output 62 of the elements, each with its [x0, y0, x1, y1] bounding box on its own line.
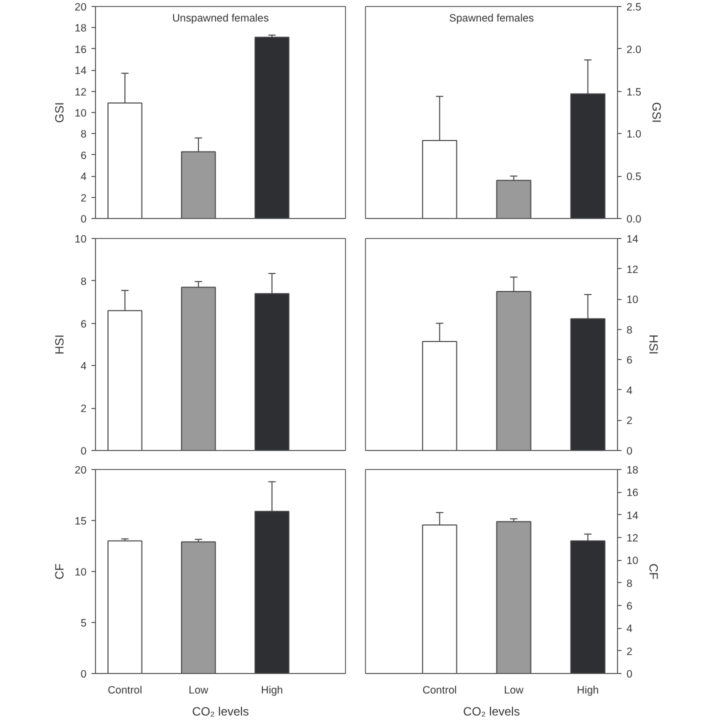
y2-tick-label: 1.5: [626, 86, 642, 98]
y-tick-label: 20: [74, 464, 87, 476]
y2-tick-label: 14: [626, 234, 638, 246]
y2-tick-label: 2: [626, 646, 632, 658]
y-tick-label: 8: [80, 276, 87, 288]
y2-axis-title: GSI: [649, 102, 664, 123]
x-tick-label: Control: [108, 684, 142, 696]
y2-axis-title: HSI: [646, 334, 660, 355]
y-tick-label: 18: [74, 22, 87, 35]
y-tick-label: 10: [74, 566, 87, 578]
x-tick-label: High: [576, 684, 599, 696]
x-tick-label: High: [261, 684, 283, 696]
y-axis-title: CF: [52, 564, 67, 580]
y-tick-label: 16: [74, 44, 87, 56]
y-tick-label: 4: [80, 360, 87, 373]
y2-tick-label: 0: [626, 668, 632, 680]
y2-tick-label: 4: [626, 623, 632, 636]
y-tick-label: 0: [80, 214, 87, 226]
y-axis-title: GSI: [52, 102, 67, 123]
y-tick-label: 5: [80, 618, 87, 630]
y-tick-label: 4: [80, 171, 87, 184]
y2-tick-label: 8: [626, 324, 632, 336]
y2-tick-label: 10: [626, 555, 638, 568]
y-tick-label: 6: [80, 150, 87, 162]
y2-tick-label: 14: [626, 510, 638, 522]
y2-tick-label: 6: [626, 600, 632, 612]
x-tick-label: Low: [188, 684, 209, 696]
y-tick-label: 10: [74, 108, 87, 120]
y-tick-label: 14: [74, 65, 87, 78]
x-tick-label: Low: [504, 684, 524, 696]
y-tick-label: 0: [80, 668, 87, 680]
y2-tick-label: 0.5: [626, 171, 642, 184]
y2-tick-label: 2: [626, 415, 632, 428]
y-tick-label: 0: [80, 446, 87, 458]
y-tick-label: 15: [74, 516, 87, 528]
y-tick-label: 20: [74, 2, 87, 14]
y2-tick-label: 10: [626, 294, 638, 306]
y-tick-label: 6: [80, 318, 87, 330]
x-axis-title: CO₂ levels: [192, 704, 249, 718]
y2-tick-label: 1.0: [626, 128, 642, 141]
y-tick-label: 2: [80, 403, 87, 416]
y2-tick-label: 12: [626, 532, 638, 544]
y-tick-label: 10: [74, 234, 87, 246]
y2-tick-label: 18: [626, 464, 638, 476]
y2-tick-label: 12: [626, 264, 638, 276]
y2-tick-label: 4: [626, 384, 632, 397]
x-axis-title: CO₂ levels: [463, 704, 520, 718]
y2-tick-label: 6: [626, 354, 632, 367]
y-tick-label: 8: [80, 128, 87, 141]
y2-tick-label: 8: [626, 578, 632, 590]
y-tick-label: 2: [80, 192, 87, 204]
annotation: Unspawned females: [172, 12, 269, 24]
y-tick-label: 12: [74, 86, 87, 98]
x-tick-label: Control: [422, 684, 457, 696]
y2-tick-label: 0: [626, 446, 632, 458]
y2-tick-label: 0.0: [626, 214, 642, 226]
y2-tick-label: 2.5: [626, 2, 642, 14]
y2-axis-title: CF: [646, 564, 660, 580]
y-axis-title: HSI: [52, 334, 67, 354]
y2-tick-label: 2.0: [626, 44, 642, 56]
annotation: Spawned females: [449, 12, 534, 24]
y2-tick-label: 16: [626, 487, 638, 500]
